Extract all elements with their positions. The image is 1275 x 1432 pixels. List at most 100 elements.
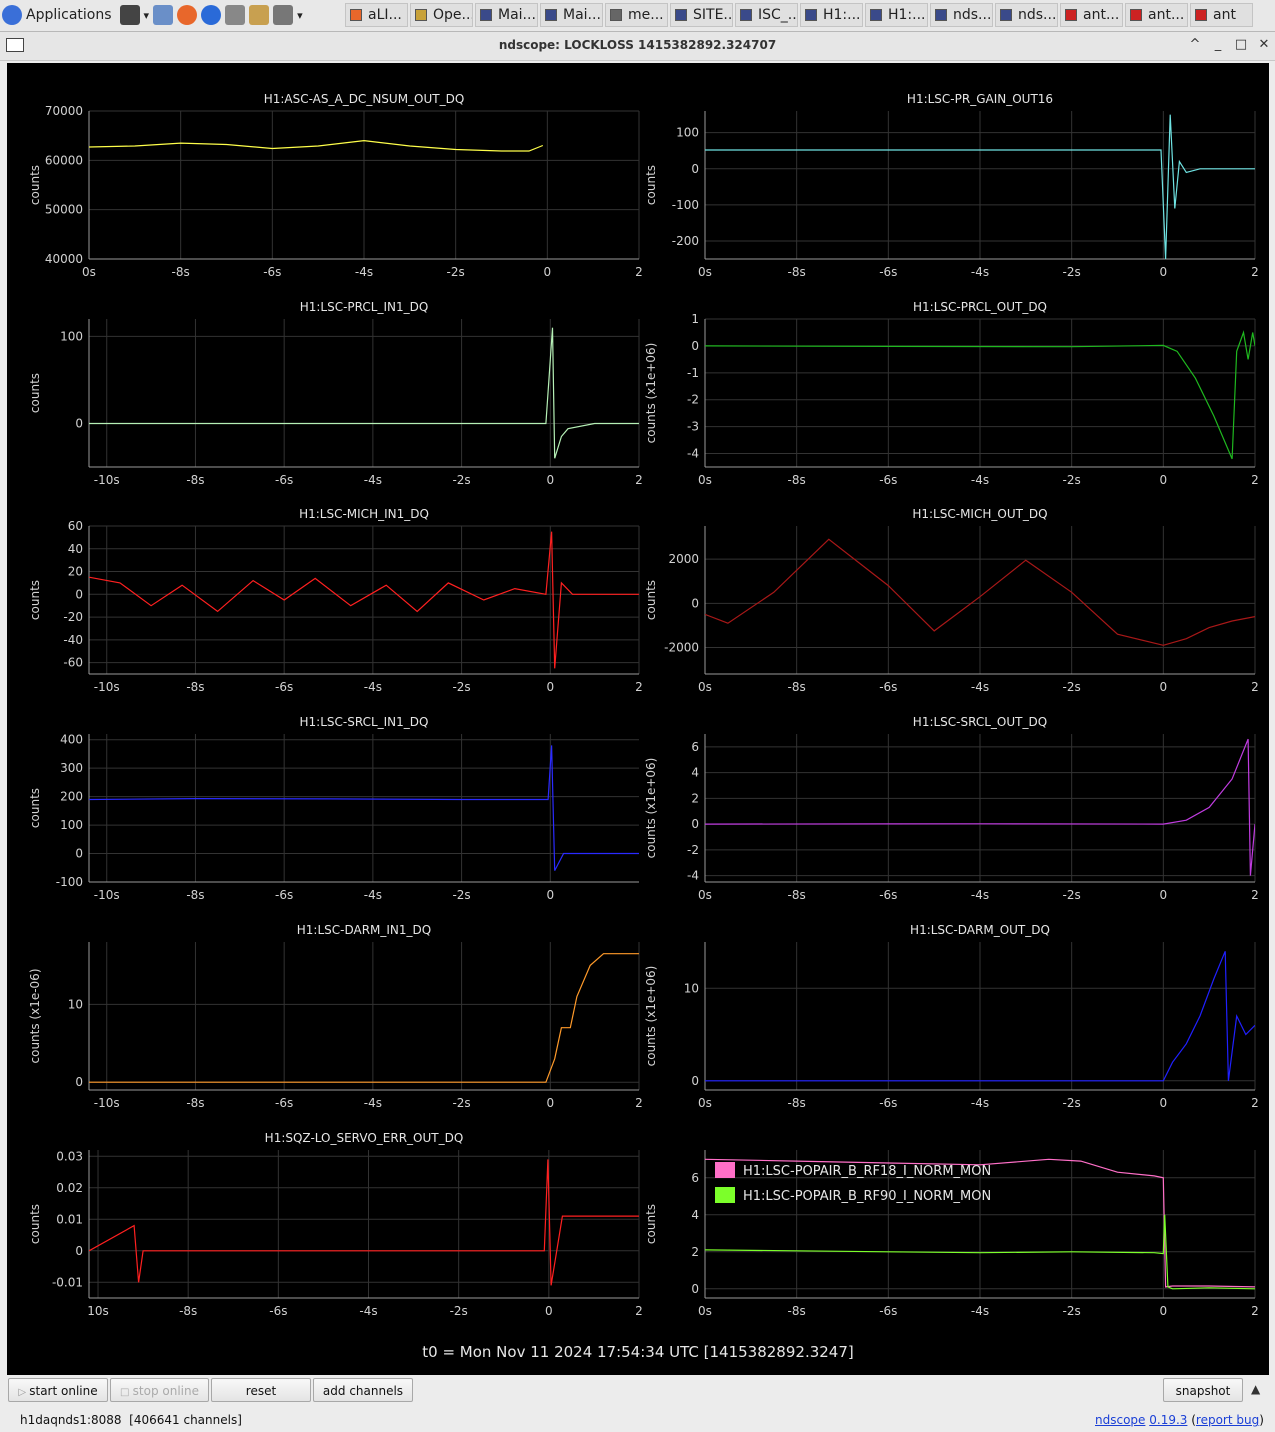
taskbar-task[interactable]: Mai...	[540, 3, 603, 27]
x-tick-label: -6s	[879, 680, 897, 694]
x-tick-label: -8s	[788, 1096, 806, 1110]
y-tick-label: 20	[68, 565, 83, 579]
y-tick-label: 40000	[45, 252, 83, 266]
reset-button[interactable]: reset	[211, 1378, 311, 1402]
plot-panel[interactable]: H1:LSC-DARM_IN1_DQ 10 0 -10s -8s -6s -4s -2s 0 2 c…	[28, 923, 643, 1110]
y-tick-label: -200	[672, 234, 699, 248]
x-tick-label: -8s	[186, 1096, 204, 1110]
keep-above-icon[interactable]: ^	[1189, 37, 1201, 52]
y-axis-label: counts	[28, 580, 42, 620]
x-tick-label: -8s	[788, 680, 806, 694]
y-tick-label: 0	[691, 162, 699, 176]
taskbar-task[interactable]: ant...	[1060, 3, 1123, 27]
plot-panel[interactable]: H1:SQZ-LO_SERVO_ERR_OUT_DQ 0.03 0.02 0.01 0 -…	[28, 1131, 643, 1318]
plot-panel[interactable]: H1:LSC-DARM_OUT_DQ 10 0 0s -8s -6s -4s -2s 0 2 cou…	[644, 923, 1259, 1110]
y-tick-label: 100	[676, 126, 699, 140]
x-tick-label: 2	[1251, 888, 1259, 902]
plot-panel[interactable]: H1:ASC-AS_A_DC_NSUM_OUT_DQ 70000 60000 5000…	[28, 92, 643, 279]
x-tick-label: -4s	[971, 1096, 989, 1110]
plot-panel[interactable]: H1:LSC-MICH_OUT_DQ 2000 0 -2000 0s -8s -6s -4s -…	[644, 507, 1259, 694]
expand-up-icon[interactable]: ▲	[1251, 1382, 1261, 1396]
plot-panel[interactable]: H1:LSC-SRCL_OUT_DQ 6 4 2 0 -2 -4 0s -8s -6s -4s -2s…	[644, 715, 1259, 902]
applications-menu-icon[interactable]	[2, 5, 22, 25]
editor-icon[interactable]	[273, 5, 294, 25]
t0-label: t0 = Mon Nov 11 2024 17:54:34 UTC [14153…	[422, 1343, 853, 1361]
x-tick-label: -10s	[94, 680, 120, 694]
x-tick-label: -8s	[788, 1304, 806, 1318]
y-tick-label: 6	[691, 1171, 699, 1185]
monitor-icon	[870, 9, 882, 21]
close-icon[interactable]: ✕	[1258, 37, 1270, 52]
taskbar-task[interactable]: nds...	[930, 3, 993, 27]
x-tick-label: -2s	[1063, 473, 1081, 487]
x-tick-label: 2	[635, 1096, 643, 1110]
terminal-icon	[1065, 9, 1077, 21]
x-tick-label: -6s	[275, 888, 293, 902]
browser-icon[interactable]	[201, 5, 222, 25]
add-channels-button[interactable]: add channels	[313, 1378, 413, 1402]
start-online-button[interactable]: ▷ start online	[8, 1378, 108, 1402]
x-tick-label: -4s	[355, 265, 373, 279]
taskbar: Applications ▾ ▾ aLI... Ope... Mai... Mai..…	[0, 0, 1275, 32]
taskbar-task[interactable]: Ope...	[410, 3, 473, 27]
server-status: h1daqnds1:8088 [406641 channels]	[20, 1413, 242, 1427]
maximize-icon[interactable]: □	[1234, 37, 1248, 52]
report-bug-link[interactable]: report bug	[1195, 1413, 1260, 1427]
y-tick-label: 1	[691, 312, 699, 326]
series-line	[705, 538, 1255, 646]
taskbar-task-label: aLI...	[368, 7, 402, 23]
taskbar-task[interactable]: H1:...	[865, 3, 928, 27]
y-tick-label: 50000	[45, 203, 83, 217]
window-menu-icon[interactable]	[6, 38, 24, 52]
taskbar-task[interactable]: SITE...	[670, 3, 733, 27]
plot-panel[interactable]: H1:LSC-PR_GAIN_OUT16 100 0 -100 -200 0s -8s -6s…	[644, 92, 1259, 279]
plot-panel[interactable]: H1:LSC-SRCL_IN1_DQ 400 300 200 100 0 -100 -10s -…	[28, 715, 639, 902]
y-tick-label: -1	[687, 366, 699, 380]
plot-panel[interactable]: H1:LSC-PRCL_IN1_DQ 100 0 -10s -8s -6s -4s -2s 0 2…	[28, 300, 643, 487]
y-tick-label: 0.03	[56, 1149, 83, 1163]
plot-panel[interactable]: H1:LSC-PRCL_OUT_DQ 1 0 -1 -2 -3 -4 0s -8s -6s -4s -…	[644, 300, 1259, 487]
snapshot-button[interactable]: snapshot	[1163, 1378, 1243, 1402]
x-tick-label: -8s	[788, 265, 806, 279]
taskbar-task[interactable]: ant...	[1125, 3, 1188, 27]
x-tick-label: -6s	[879, 1096, 897, 1110]
users-icon[interactable]	[249, 5, 270, 25]
folder-icon[interactable]	[153, 5, 174, 25]
y-tick-label: 0	[75, 416, 83, 430]
legend-label: H1:LSC-POPAIR_B_RF18_I_NORM_MON	[743, 1164, 991, 1179]
taskbar-task[interactable]: H1:...	[800, 3, 863, 27]
plot-title: H1:ASC-AS_A_DC_NSUM_OUT_DQ	[264, 92, 465, 106]
x-tick-label: 0	[1160, 473, 1168, 487]
taskbar-task[interactable]: ISC_...	[735, 3, 798, 27]
x-tick-label: -6s	[275, 473, 293, 487]
applications-menu[interactable]: Applications	[26, 7, 112, 23]
ndscope-link[interactable]: ndscope	[1095, 1413, 1146, 1427]
taskbar-task[interactable]: aLI...	[345, 3, 408, 27]
plot-panel[interactable]: 6 4 2 0 0s -8s -6s -4s -2s 0 2 counts H1:LSC-POPAIR_…	[644, 1150, 1259, 1318]
plot-title: H1:LSC-DARM_IN1_DQ	[297, 923, 431, 937]
share-icon[interactable]	[225, 5, 246, 25]
taskbar-task[interactable]: me...	[605, 3, 668, 27]
x-tick-label: 0	[546, 473, 554, 487]
firefox-icon[interactable]	[177, 5, 198, 25]
chevron-down-icon[interactable]: ▾	[297, 8, 303, 22]
chevron-down-icon[interactable]: ▾	[143, 8, 150, 22]
taskbar-task[interactable]: ant	[1190, 3, 1253, 27]
y-tick-label: 70000	[45, 104, 83, 118]
window-titlebar: ndscope: LOCKLOSS 1415382892.324707 ^ _ …	[0, 32, 1275, 61]
taskbar-launchers: Applications ▾ ▾	[2, 3, 303, 27]
version-link[interactable]: 0.19.3	[1149, 1413, 1188, 1427]
bottom-bar: ▷ start online □ stop online reset add c…	[0, 1376, 1275, 1432]
series-line	[89, 327, 639, 459]
terminal-launcher-icon[interactable]	[119, 5, 140, 25]
taskbar-task[interactable]: nds...	[995, 3, 1058, 27]
legend-swatch	[715, 1187, 735, 1203]
minimize-icon[interactable]: _	[1214, 37, 1222, 52]
x-tick-label: -2s	[1063, 888, 1081, 902]
taskbar-task[interactable]: Mai...	[475, 3, 538, 27]
stop-online-button[interactable]: □ stop online	[110, 1378, 209, 1402]
y-tick-label: 100	[60, 818, 83, 832]
x-tick-label: -8s	[172, 265, 190, 279]
x-tick-label: -4s	[971, 265, 989, 279]
